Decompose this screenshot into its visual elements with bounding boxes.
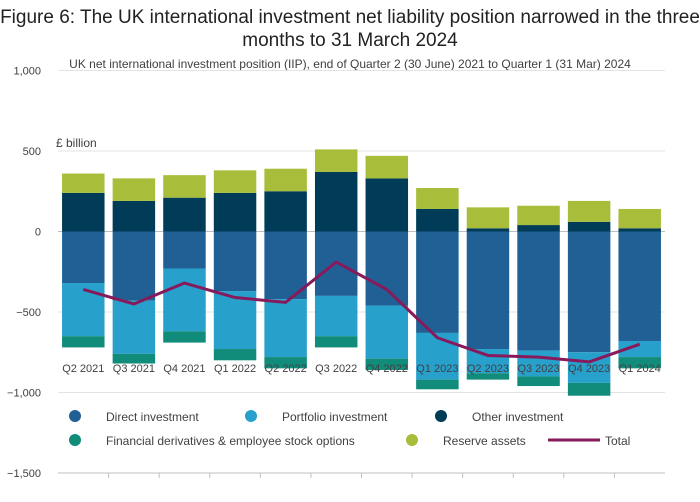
bar-segment xyxy=(618,340,661,358)
legend: Direct investment Portfolio investment Oth… xyxy=(69,410,630,448)
bar-segment xyxy=(618,231,661,341)
legend-label: Other investment xyxy=(472,410,564,424)
bar-segment xyxy=(264,231,307,300)
legend-swatch xyxy=(435,410,447,422)
bar-segment xyxy=(567,231,611,353)
bar-segment xyxy=(365,231,409,306)
bar-segment xyxy=(466,207,510,229)
bar-segment xyxy=(112,231,156,301)
bar-segment xyxy=(314,149,358,172)
x-tick-label: Q3 2023 xyxy=(517,363,559,375)
bar-segment xyxy=(517,350,560,377)
legend-swatch xyxy=(69,410,81,422)
bar-segment xyxy=(213,170,257,193)
bar-segment xyxy=(314,336,358,348)
total-line xyxy=(82,260,641,364)
bar-segment xyxy=(213,291,257,350)
bar-segment xyxy=(567,221,611,232)
total-line-layer xyxy=(82,260,641,364)
bar-segment xyxy=(264,168,307,192)
x-tick-label: Q2 2023 xyxy=(467,363,509,375)
bar-segment xyxy=(163,331,206,343)
bar-segment xyxy=(365,155,409,179)
bar-segment xyxy=(213,349,257,361)
bar-segment xyxy=(163,197,206,232)
bar-segment xyxy=(365,178,409,232)
x-tick-label: Q1 2023 xyxy=(416,363,458,375)
bar-segment xyxy=(264,357,307,369)
bar-segment xyxy=(416,332,459,380)
bar-segment xyxy=(163,268,206,332)
bar-segment xyxy=(466,373,510,380)
y-tick-label: 1,000 xyxy=(13,66,41,78)
legend-label: Financial derivatives & employee stock o… xyxy=(106,434,355,448)
bar-segment xyxy=(264,191,307,232)
x-tick-label: Q3 2022 xyxy=(315,363,357,375)
bar-segment xyxy=(618,228,661,232)
bar-segment xyxy=(112,353,156,364)
bar-segment xyxy=(365,358,409,370)
bar-segment xyxy=(112,200,156,232)
bar-segment xyxy=(365,305,409,359)
bar-segment xyxy=(112,178,156,201)
x-tick-label: Q2 2021 xyxy=(62,363,104,375)
legend-swatch xyxy=(69,434,81,446)
chart-title: Figure 6: The UK international investmen… xyxy=(0,7,700,51)
bar-segment xyxy=(62,192,105,232)
bar-segment xyxy=(163,175,206,198)
bar-segment xyxy=(213,231,257,292)
bar-segment xyxy=(466,228,510,232)
bar-segment xyxy=(416,231,459,333)
bar-segment xyxy=(618,357,661,369)
bar-segment xyxy=(213,192,257,232)
bar-segment xyxy=(567,200,611,222)
x-tick-label: Q4 2023 xyxy=(568,363,610,375)
x-tick-label: Q2 2022 xyxy=(265,363,307,375)
bar-segment xyxy=(163,231,206,269)
bar-segment xyxy=(567,382,611,396)
bar-segment xyxy=(466,231,510,350)
bar-segment xyxy=(62,231,105,284)
axes-layer: −1,500 −1,000 −500 0 500 1,000 £ billion Q2 202… xyxy=(7,66,665,480)
legend-label: Direct investment xyxy=(106,410,199,424)
bar-segment xyxy=(466,349,510,374)
legend-swatch xyxy=(245,410,257,422)
chart-subtitle: UK net international investment position… xyxy=(69,57,631,71)
bar-segment xyxy=(517,205,560,226)
y-tick-label: 500 xyxy=(23,146,41,158)
legend-label: Total xyxy=(605,434,630,448)
bar-segment xyxy=(517,225,560,232)
bar-segment xyxy=(62,336,105,348)
bar-segment xyxy=(517,231,560,351)
bar-segment xyxy=(416,379,459,390)
y-axis-unit: £ billion xyxy=(56,136,97,150)
legend-label: Reserve assets xyxy=(443,434,526,448)
legend-label: Portfolio investment xyxy=(282,410,388,424)
bar-segment xyxy=(618,208,661,229)
x-tick-label: Q3 2021 xyxy=(113,363,155,375)
x-tick-label: Q4 2022 xyxy=(366,363,408,375)
y-tick-label: −1,500 xyxy=(7,468,41,480)
bar-segment xyxy=(264,299,307,358)
y-tick-label: 0 xyxy=(35,227,41,239)
y-tick-label: −1,000 xyxy=(7,388,41,400)
bar-segment xyxy=(314,295,358,337)
legend-swatch xyxy=(406,434,418,446)
bar-segment xyxy=(112,300,156,354)
bar-segment xyxy=(517,376,560,387)
y-tick-label: −500 xyxy=(16,307,41,319)
x-tick-label: Q4 2021 xyxy=(163,363,205,375)
bar-segment xyxy=(416,208,459,232)
bar-segment xyxy=(62,283,105,337)
bar-segment xyxy=(416,188,459,209)
bar-segment xyxy=(314,171,358,232)
x-tick-label: Q1 2022 xyxy=(214,363,256,375)
x-tick-label: Q1 2024 xyxy=(619,363,661,375)
bar-segment xyxy=(62,173,105,193)
